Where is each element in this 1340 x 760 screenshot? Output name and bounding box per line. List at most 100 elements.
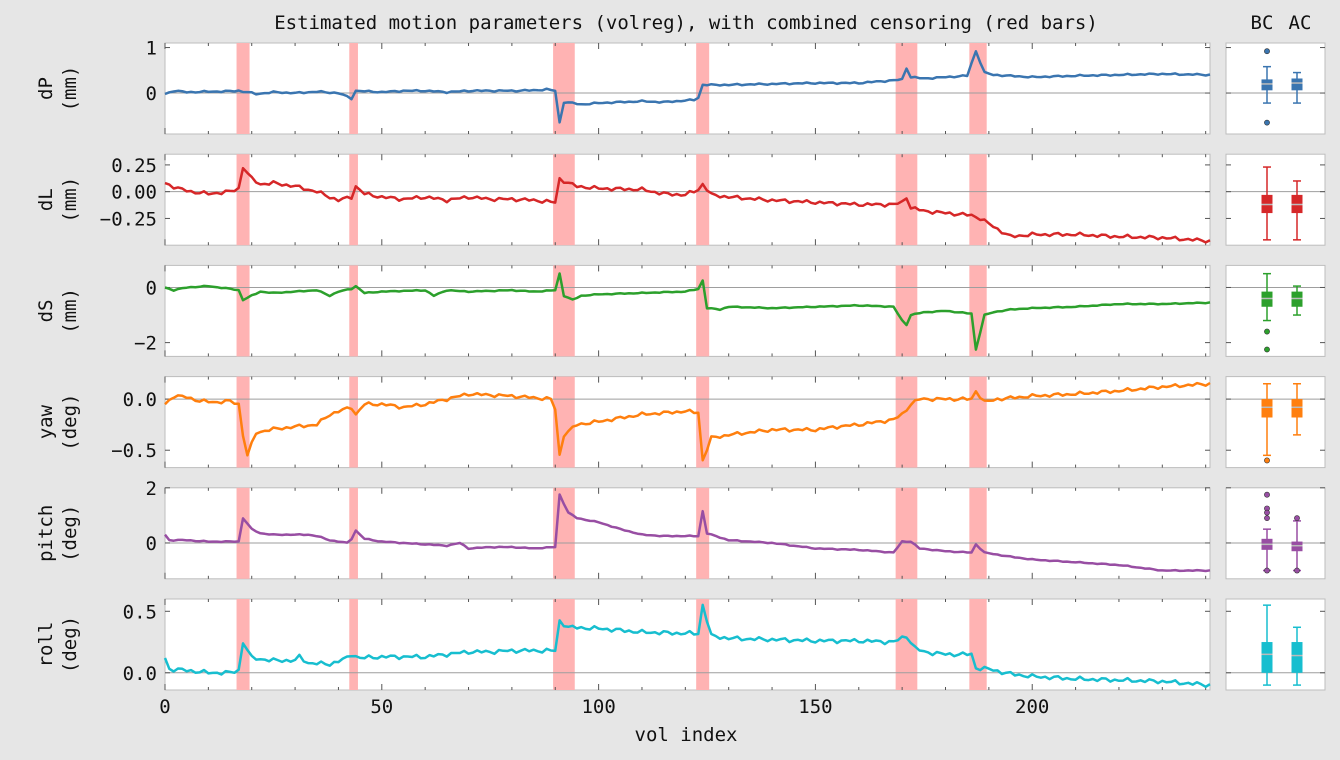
box-flier-ac	[1294, 515, 1300, 522]
panel-yaw: 0.0 −0.5 yaw (deg)	[35, 376, 1326, 469]
censor-bar	[236, 154, 250, 246]
y-tick-label: 0	[146, 277, 157, 299]
panel-dS: 0 −2 dS (mm)	[35, 264, 1326, 357]
box-area-dS	[1225, 264, 1326, 357]
plot-area-pitch	[164, 487, 1211, 580]
censor-bar	[349, 154, 358, 246]
box-flier-bc	[1264, 567, 1270, 574]
box-label-bc: BC	[1251, 12, 1274, 34]
y-axis-name: yaw	[35, 404, 57, 439]
censor-bar	[895, 265, 918, 357]
box-body-bc	[1261, 399, 1273, 418]
censor-bar	[969, 376, 987, 468]
box-body-bc	[1261, 642, 1273, 673]
censor-bar	[696, 154, 710, 246]
box-flier-bc	[1264, 515, 1270, 522]
y-tick-label: 1	[146, 38, 157, 60]
censor-bar	[236, 265, 250, 357]
censor-bar	[349, 265, 358, 357]
plot-area-yaw	[164, 376, 1211, 469]
box-flier-bc	[1264, 346, 1270, 353]
x-tick-labels: 0 50 100 150 200	[159, 696, 1049, 718]
x-tick-label: 200	[1015, 696, 1049, 718]
y-tick-label: −0.25	[100, 208, 157, 230]
censor-bar	[553, 154, 575, 246]
censor-bar	[969, 487, 987, 579]
box-flier-bc	[1264, 509, 1270, 516]
y-tick-label: 0.25	[111, 155, 157, 177]
y-axis-unit: (mm)	[59, 66, 81, 112]
censor-bar	[895, 487, 918, 579]
y-tick-label: 0	[146, 83, 157, 105]
y-axis-unit: (deg)	[59, 393, 81, 450]
censor-bar	[553, 43, 575, 134]
box-flier-bc	[1264, 457, 1270, 464]
plot-area-dL	[164, 153, 1211, 246]
y-axis-unit: (deg)	[59, 616, 81, 673]
censor-bar	[349, 376, 358, 468]
plot-area-dS	[164, 264, 1211, 357]
x-tick-label: 150	[798, 696, 832, 718]
y-axis-name: dL	[35, 188, 57, 211]
censor-bar	[895, 43, 918, 134]
y-axis-unit: (mm)	[59, 177, 81, 223]
y-tick-label: −2	[134, 333, 157, 355]
panel-dL: 0.25 0.00 −0.25 dL (mm)	[35, 153, 1326, 246]
x-tick-label: 0	[159, 696, 170, 718]
panel-pitch: 2 0 pitch (deg)	[35, 478, 1326, 580]
censor-bar	[895, 599, 918, 690]
y-tick-label: 2	[146, 478, 157, 500]
y-axis-name: pitch	[35, 505, 57, 562]
box-flier-bc	[1264, 119, 1270, 126]
figure-title: Estimated motion parameters (volreg), wi…	[274, 12, 1098, 34]
box-area-dP	[1225, 42, 1326, 135]
y-axis-unit: (deg)	[59, 505, 81, 562]
box-area-dL	[1225, 153, 1326, 246]
series-line-dL	[164, 166, 1211, 244]
x-tick-label: 50	[370, 696, 393, 718]
box-body-ac	[1291, 642, 1303, 673]
plot-area-dP	[164, 42, 1211, 135]
panel-dP: 0 1 dP (mm)	[35, 38, 1326, 135]
censor-bar	[696, 265, 710, 357]
box-area-yaw	[1225, 376, 1326, 469]
x-tick-label: 100	[581, 696, 615, 718]
y-tick-label: 0.00	[111, 182, 157, 204]
censor-bar	[236, 487, 250, 579]
censor-bar	[895, 376, 918, 468]
series-line-yaw	[164, 381, 1211, 462]
box-area-pitch	[1225, 487, 1326, 580]
series-line-roll	[163, 603, 1211, 689]
censor-bar	[969, 154, 987, 246]
y-axis-name: dP	[35, 77, 57, 100]
censor-bar	[553, 265, 575, 357]
y-tick-label: 0.0	[123, 389, 157, 411]
box-label-ac: AC	[1289, 12, 1312, 34]
box-flier-ac	[1294, 567, 1300, 574]
y-axis-name: dS	[35, 299, 57, 322]
y-tick-label: 0.5	[123, 601, 157, 623]
plot-area-roll	[164, 598, 1211, 691]
x-axis-label: vol index	[635, 724, 738, 746]
censor-bar	[236, 43, 250, 134]
y-tick-label: −0.5	[111, 440, 157, 462]
box-body-bc	[1261, 79, 1273, 91]
box-flier-bc	[1264, 48, 1270, 55]
censor-bar	[349, 599, 358, 690]
y-tick-label: 0.0	[123, 663, 157, 685]
series-line-dS	[164, 272, 1211, 351]
panel-roll: 0.5 0.0 roll (deg)	[35, 598, 1326, 691]
series-line-dP	[164, 50, 1211, 124]
box-body-ac	[1291, 399, 1303, 418]
box-area-roll	[1225, 598, 1326, 691]
y-tick-label: 0	[146, 533, 157, 555]
censor-bar	[349, 43, 358, 134]
box-flier-bc	[1264, 328, 1270, 335]
box-body-ac	[1291, 78, 1303, 91]
box-flier-bc	[1264, 491, 1270, 498]
censor-bar	[696, 487, 710, 579]
censor-bar	[969, 599, 987, 690]
series-line-pitch	[164, 493, 1211, 573]
